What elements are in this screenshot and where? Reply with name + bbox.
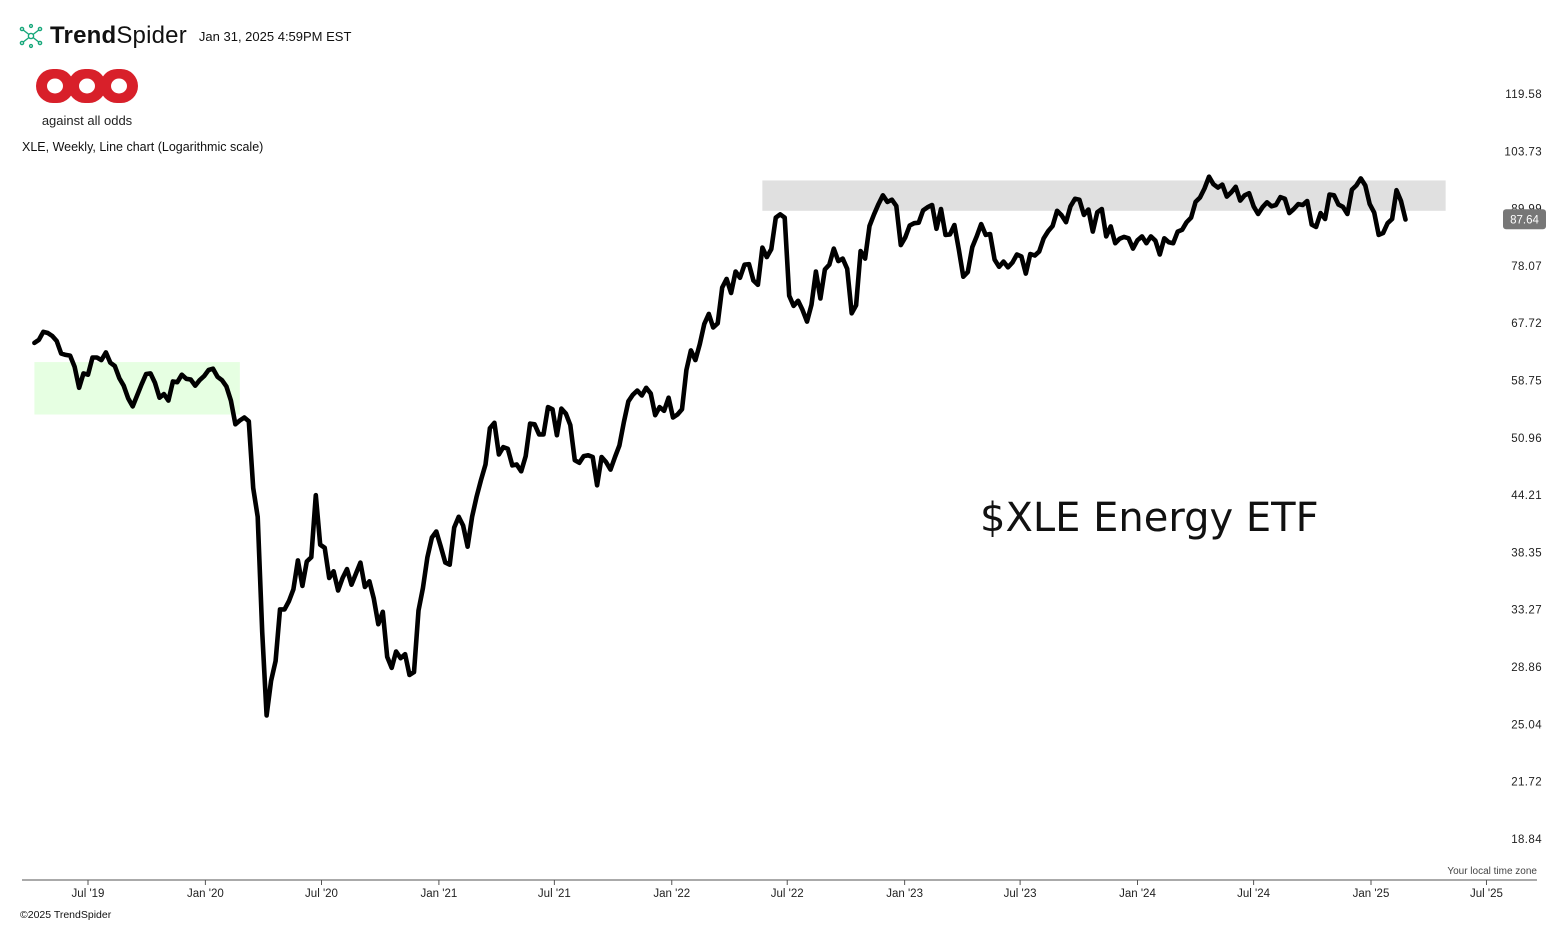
price-line xyxy=(32,174,1408,718)
x-tick-label: Jul '19 xyxy=(72,888,105,900)
y-tick-label: 78.07 xyxy=(1511,261,1542,273)
y-tick-label: 33.27 xyxy=(1511,605,1542,617)
x-tick-label: Jan '20 xyxy=(187,888,224,900)
trendspider-logo: TrendSpider xyxy=(18,22,187,50)
x-tick-label: Jan '23 xyxy=(886,888,923,900)
x-tick-label: Jul '25 xyxy=(1470,888,1503,900)
x-tick-label: Jul '22 xyxy=(771,888,804,900)
chart-title-annotation: $XLE Energy ETF xyxy=(980,495,1319,541)
header: TrendSpider Jan 31, 2025 4:59PM EST xyxy=(18,20,351,52)
x-tick-label: Jul '24 xyxy=(1237,888,1270,900)
x-tick-label: Jan '21 xyxy=(421,888,458,900)
aao-tagline: against all odds xyxy=(41,113,133,128)
chart-description: XLE, Weekly, Line chart (Logarithmic sca… xyxy=(22,140,264,154)
y-tick-label: 21.72 xyxy=(1511,777,1542,789)
timestamp: Jan 31, 2025 4:59PM EST xyxy=(198,28,352,44)
aao-logo-icon xyxy=(36,69,138,103)
last-price-badge xyxy=(1503,209,1546,230)
y-tick-label: 25.04 xyxy=(1511,719,1542,731)
y-tick-label: 103.73 xyxy=(1504,146,1542,158)
y-tick-label: 50.96 xyxy=(1511,433,1542,445)
x-tick-label: Jan '22 xyxy=(653,888,690,900)
y-tick-label: 28.86 xyxy=(1511,662,1542,674)
x-tick-label: Jul '23 xyxy=(1004,888,1037,900)
x-tick-label: Jan '24 xyxy=(1119,888,1156,900)
price-line-layer xyxy=(32,174,1408,718)
zones-layer xyxy=(34,180,1446,415)
y-axis: 119.58103.7389.9978.0767.7258.7550.9644.… xyxy=(1503,89,1546,846)
x-tick-label: Jan '25 xyxy=(1353,888,1390,900)
last-price-label: 87.64 xyxy=(1510,214,1539,226)
trendspider-spider-icon xyxy=(19,23,43,49)
x-axis: Jul '19 Jan '20 Jul '20 Jan '21 Jul '21 Jan '… xyxy=(22,879,1537,900)
against-all-odds-logo: against all odds xyxy=(34,66,144,128)
x-tick-label: Jul '21 xyxy=(538,888,571,900)
copyright: ©2025 TrendSpider xyxy=(20,909,112,921)
y-tick-label: 44.21 xyxy=(1511,490,1542,502)
x-tick-label: Jul '20 xyxy=(305,888,338,900)
brand-name: TrendSpider xyxy=(50,22,187,49)
y-tick-label: 38.35 xyxy=(1511,547,1542,559)
timezone-note[interactable]: Your local time zone xyxy=(1447,866,1537,877)
y-tick-label: 67.72 xyxy=(1511,318,1542,330)
y-tick-label: 18.84 xyxy=(1511,834,1542,846)
y-tick-label: 58.75 xyxy=(1511,376,1542,388)
y-tick-label: 119.58 xyxy=(1505,89,1542,101)
